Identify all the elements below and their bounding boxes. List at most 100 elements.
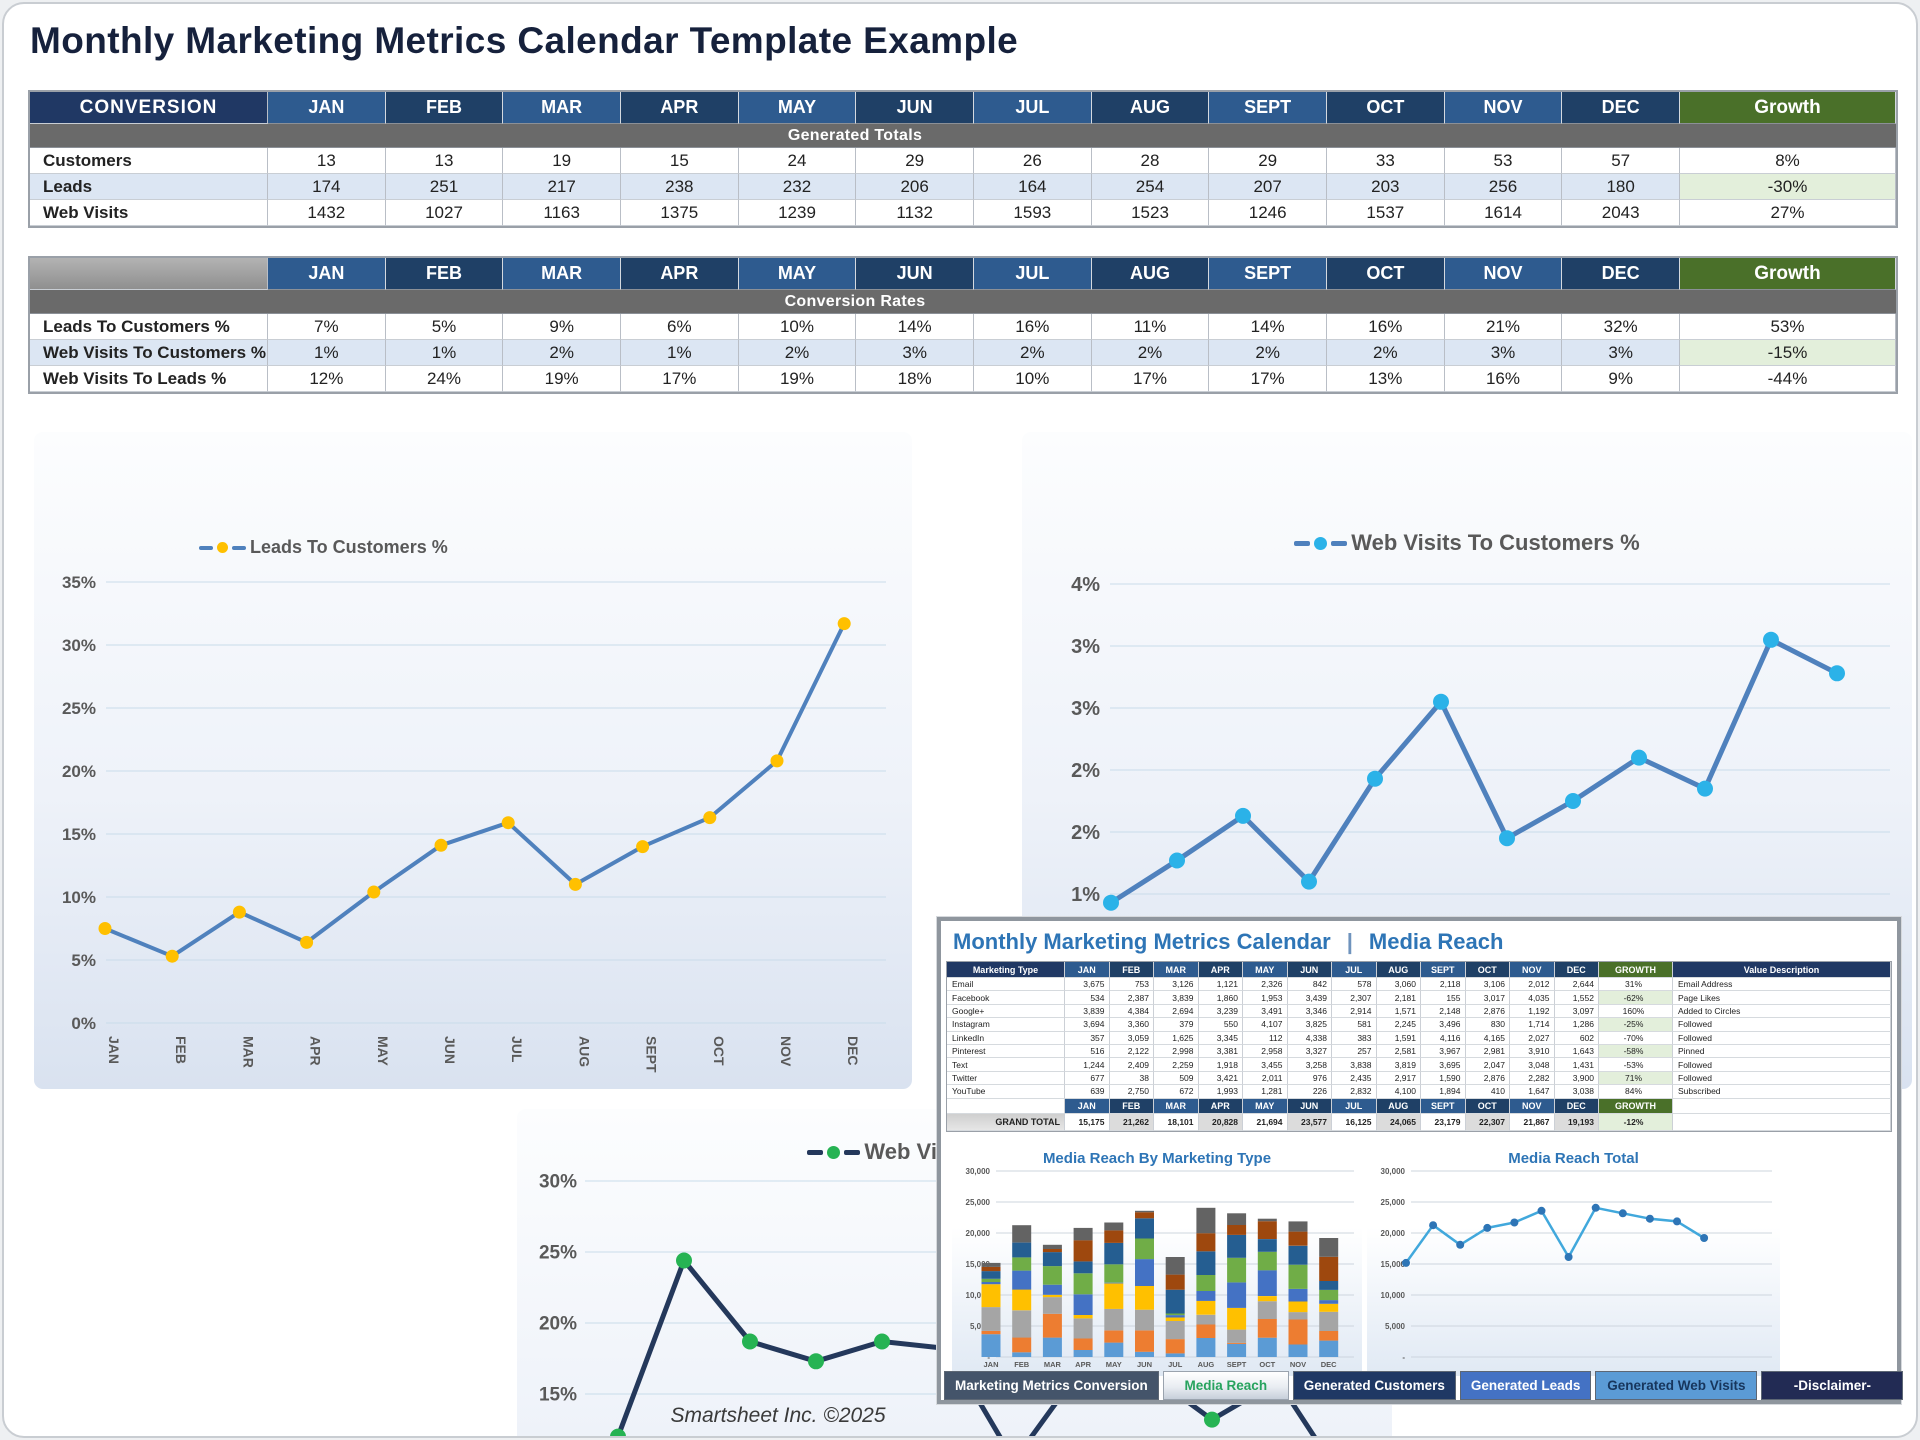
data-cell: 17%: [1209, 366, 1327, 392]
sheet-tab-media-reach[interactable]: Media Reach: [1162, 1371, 1289, 1400]
table-band-growth: [1679, 290, 1896, 314]
month-header-feb: FEB: [385, 258, 504, 290]
data-cell: 602: [1554, 1031, 1599, 1045]
data-cell: 976: [1287, 1071, 1332, 1086]
grand-total-cell: 21,867: [1510, 1113, 1555, 1131]
svg-text:3%: 3%: [1071, 636, 1100, 658]
month-header-may: MAY: [1243, 1098, 1288, 1114]
grand-total-cell: 15,175: [1065, 1113, 1110, 1131]
media-reach-sheet-window: Monthly Marketing Metrics Calendar | Media…: [937, 917, 1904, 1404]
data-cell: 112: [1243, 1031, 1288, 1045]
svg-text:4%: 4%: [1071, 574, 1100, 596]
month-header-nov: NOV: [1510, 1098, 1555, 1114]
sheet-tab-disclaimer[interactable]: -Disclaimer-: [1761, 1371, 1904, 1400]
growth-header: Growth: [1679, 258, 1896, 290]
svg-text:JUL: JUL: [509, 1036, 525, 1063]
growth-cell: 31%: [1599, 978, 1673, 992]
svg-text:2%: 2%: [1071, 822, 1100, 844]
data-cell: 13%: [1326, 366, 1445, 392]
data-cell: 1,244: [1065, 1058, 1110, 1072]
month-header-jul: JUL: [1332, 962, 1377, 978]
data-cell: 1,590: [1421, 1071, 1466, 1086]
svg-text:FEB: FEB: [1014, 1360, 1030, 1369]
data-cell: 2%: [973, 340, 1092, 366]
data-cell: 3,106: [1465, 978, 1510, 992]
svg-text:MAR: MAR: [1044, 1360, 1062, 1369]
month-header-may: MAY: [1243, 962, 1288, 978]
data-cell: 3,381: [1198, 1044, 1243, 1059]
data-cell: 410: [1465, 1085, 1510, 1099]
data-cell: 14%: [856, 314, 974, 340]
svg-text:MAR: MAR: [240, 1036, 256, 1068]
growth-cell: 8%: [1679, 148, 1896, 174]
data-cell: 2,245: [1376, 1018, 1421, 1032]
data-cell: 2,122: [1109, 1044, 1154, 1059]
sheet-tab-generated-web-visits[interactable]: Generated Web Visits: [1595, 1371, 1758, 1400]
footer-copyright: Smartsheet Inc. ©2025: [670, 1404, 886, 1427]
month-header-mar: MAR: [1154, 962, 1199, 978]
svg-text:0%: 0%: [71, 1014, 96, 1033]
sheet-tab-generated-leads[interactable]: Generated Leads: [1459, 1371, 1592, 1400]
month-header-feb: FEB: [1109, 962, 1154, 978]
data-cell: 3,017: [1465, 991, 1510, 1005]
data-cell: 2043: [1562, 200, 1680, 226]
data-cell: 38: [1109, 1071, 1154, 1086]
sheet-tab-marketing-metrics-conversion[interactable]: Marketing Metrics Conversion: [944, 1371, 1159, 1400]
marketing-type-label: Facebook: [947, 991, 1065, 1005]
page-title: Monthly Marketing Metrics Calendar Templ…: [30, 20, 1019, 61]
data-cell: 3,496: [1421, 1018, 1466, 1032]
row-label: Web Visits To Leads %: [30, 366, 268, 392]
table-header-label: CONVERSION: [30, 92, 268, 124]
svg-text:FEB: FEB: [173, 1036, 189, 1064]
data-cell: 4,384: [1109, 1004, 1154, 1019]
data-cell: 251: [385, 174, 504, 200]
data-cell: 174: [268, 174, 386, 200]
month-header-jul: JUL: [1332, 1098, 1377, 1114]
data-cell: 753: [1109, 978, 1154, 992]
data-cell: 357: [1065, 1031, 1110, 1045]
data-cell: 2%: [1091, 340, 1210, 366]
grand-total-cell: 19,193: [1554, 1113, 1599, 1131]
data-cell: 257: [1332, 1044, 1377, 1059]
data-cell: 3,839: [1154, 991, 1199, 1005]
month-header-jan: JAN: [268, 92, 386, 124]
month-header-feb: FEB: [385, 92, 504, 124]
data-cell: 6%: [620, 314, 739, 340]
month-header-aug: AUG: [1091, 258, 1210, 290]
marketing-type-label: Google+: [947, 1004, 1065, 1019]
month-header-jan: JAN: [1065, 1098, 1110, 1114]
svg-text:DEC: DEC: [1321, 1360, 1337, 1369]
svg-text:25,000: 25,000: [1381, 1198, 1406, 1207]
data-cell: 5%: [385, 314, 504, 340]
growth-cell: 160%: [1599, 1004, 1673, 1019]
month-header-sept: SEPT: [1209, 92, 1327, 124]
data-cell: 1,993: [1198, 1085, 1243, 1099]
data-cell: 1,953: [1243, 991, 1288, 1005]
data-cell: 2,282: [1510, 1071, 1555, 1086]
data-cell: 3,360: [1109, 1018, 1154, 1032]
grand-total-label: GRAND TOTAL: [947, 1113, 1065, 1131]
value-description-cell: Followed: [1673, 1058, 1891, 1072]
data-cell: 1,571: [1376, 1004, 1421, 1019]
growth-cell: 84%: [1599, 1085, 1673, 1099]
data-cell: 238: [620, 174, 739, 200]
data-cell: 2%: [738, 340, 857, 366]
data-cell: 1,591: [1376, 1031, 1421, 1045]
svg-text:25%: 25%: [539, 1243, 577, 1264]
data-cell: 2,914: [1332, 1004, 1377, 1019]
data-cell: 3,910: [1510, 1044, 1555, 1059]
data-cell: 4,100: [1376, 1085, 1421, 1099]
month-header-dec: DEC: [1554, 1098, 1599, 1114]
data-cell: 578: [1332, 978, 1377, 992]
svg-text:APR: APR: [1075, 1360, 1091, 1369]
sheet-tab-generated-customers[interactable]: Generated Customers: [1292, 1371, 1456, 1400]
value-description-cell: Subscribed: [1673, 1085, 1891, 1099]
filler-cell: [1673, 1113, 1891, 1131]
data-cell: 3,694: [1065, 1018, 1110, 1032]
grand-total-growth-cell: -12%: [1599, 1113, 1673, 1131]
data-cell: 1,625: [1154, 1031, 1199, 1045]
month-header-jun: JUN: [1287, 1098, 1332, 1114]
svg-text:20,000: 20,000: [1381, 1229, 1406, 1238]
data-cell: 24%: [385, 366, 504, 392]
month-header-jun: JUN: [856, 92, 974, 124]
